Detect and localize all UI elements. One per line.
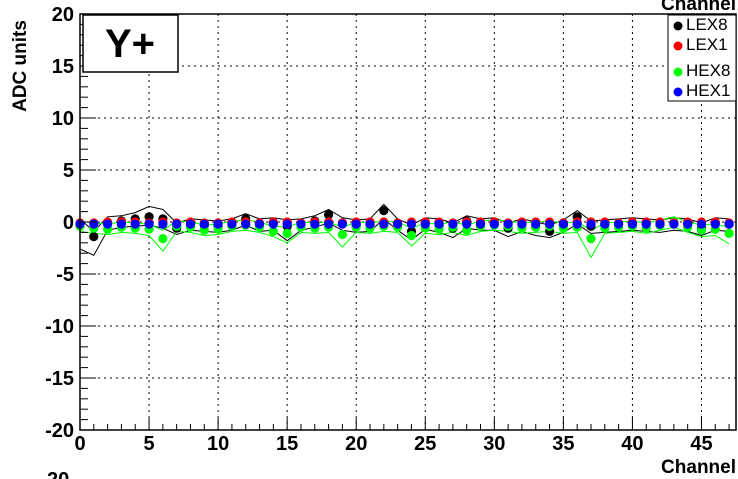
top-axis-title-fragment: Channel bbox=[661, 0, 736, 15]
point-hex1 bbox=[144, 219, 154, 229]
point-hex1 bbox=[710, 219, 720, 229]
point-hex1 bbox=[641, 219, 651, 229]
point-hex1 bbox=[586, 219, 596, 229]
point-hex1 bbox=[462, 219, 472, 229]
legend-marker-lex1 bbox=[673, 41, 683, 51]
point-hex1 bbox=[627, 219, 638, 229]
y-tick-label: -10 bbox=[45, 316, 74, 338]
y-tick-label: 0 bbox=[63, 212, 74, 234]
point-hex1 bbox=[282, 219, 292, 229]
x-tick-label: 30 bbox=[483, 433, 505, 455]
point-hex1 bbox=[448, 219, 458, 229]
point-hex1 bbox=[517, 219, 527, 229]
y-tick-label: 5 bbox=[63, 160, 74, 182]
point-hex1 bbox=[89, 219, 99, 229]
data-points bbox=[75, 206, 734, 244]
y-tick-label: -15 bbox=[45, 368, 74, 390]
legend-label-lex8: LEX8 bbox=[686, 15, 728, 34]
panel-tag-box bbox=[82, 14, 179, 73]
bottom-tick-fragment: 20 bbox=[47, 469, 69, 479]
series-hex1 bbox=[75, 219, 734, 229]
point-hex8 bbox=[406, 230, 417, 241]
point-lex8 bbox=[379, 206, 389, 216]
x-tick-label: 25 bbox=[414, 433, 436, 455]
point-hex1 bbox=[365, 219, 375, 229]
tick-labels: 0 5 10 15 20 25 30 35 40 45 -20 -15 -10 -5 0 5 10 15 20 bbox=[45, 4, 713, 455]
point-hex1 bbox=[185, 219, 196, 229]
legend-marker-hex8 bbox=[673, 67, 683, 77]
point-hex1 bbox=[420, 219, 430, 229]
point-hex1 bbox=[379, 219, 389, 229]
point-hex1 bbox=[545, 219, 555, 229]
point-hex1 bbox=[103, 219, 113, 229]
point-hex1 bbox=[503, 219, 513, 229]
point-hex1 bbox=[434, 219, 444, 229]
y-tick-label: -5 bbox=[56, 264, 74, 286]
x-tick-label: 15 bbox=[276, 433, 298, 455]
point-hex1 bbox=[489, 219, 499, 229]
legend-marker-lex8 bbox=[673, 21, 683, 31]
point-hex1 bbox=[531, 219, 541, 229]
x-tick-label: 20 bbox=[345, 433, 367, 455]
point-hex1 bbox=[724, 219, 734, 229]
point-lex8 bbox=[324, 210, 334, 220]
point-hex8 bbox=[282, 228, 292, 238]
point-hex1 bbox=[254, 219, 265, 229]
point-hex1 bbox=[351, 219, 361, 229]
x-tick-label: 35 bbox=[552, 433, 574, 455]
legend-label-hex8: HEX8 bbox=[686, 61, 730, 80]
point-hex8 bbox=[158, 234, 168, 244]
point-hex1 bbox=[296, 219, 306, 229]
point-hex1 bbox=[116, 219, 126, 229]
panel-tag: Y+ bbox=[82, 14, 179, 73]
point-hex8 bbox=[586, 234, 596, 244]
x-tick-label: 0 bbox=[74, 433, 85, 455]
point-lex8 bbox=[89, 232, 99, 242]
point-hex1 bbox=[600, 219, 610, 229]
point-hex1 bbox=[696, 219, 707, 229]
point-hex1 bbox=[655, 219, 665, 229]
point-hex1 bbox=[241, 219, 251, 229]
point-hex1 bbox=[669, 219, 679, 229]
point-hex1 bbox=[324, 219, 334, 229]
point-hex1 bbox=[572, 219, 582, 229]
y-tick-label: 10 bbox=[52, 108, 74, 130]
panel-tag-text: Y+ bbox=[105, 22, 155, 66]
envelope-lower-hex8 bbox=[79, 226, 730, 259]
legend-label-lex1: LEX1 bbox=[686, 35, 728, 54]
x-tick-label: 10 bbox=[207, 433, 229, 455]
point-hex1 bbox=[268, 219, 278, 229]
point-hex1 bbox=[558, 219, 569, 229]
point-hex1 bbox=[406, 219, 417, 229]
point-hex1 bbox=[199, 219, 209, 229]
point-hex8 bbox=[268, 226, 278, 236]
point-hex1 bbox=[337, 219, 347, 229]
point-hex1 bbox=[213, 219, 223, 229]
point-hex1 bbox=[683, 219, 693, 229]
x-tick-label: 5 bbox=[143, 433, 154, 455]
point-hex8 bbox=[724, 228, 734, 238]
point-hex1 bbox=[227, 219, 237, 229]
legend-label-hex1: HEX1 bbox=[686, 81, 730, 100]
y-tick-label: -20 bbox=[45, 420, 74, 442]
point-hex1 bbox=[393, 219, 403, 229]
point-hex1 bbox=[614, 219, 624, 229]
y-axis-title: ADC units bbox=[10, 20, 31, 112]
y-tick-label: 20 bbox=[52, 4, 74, 26]
point-hex1 bbox=[172, 219, 182, 229]
point-hex8 bbox=[337, 229, 347, 240]
x-tick-label: 40 bbox=[621, 433, 643, 455]
y-tick-label: 15 bbox=[52, 56, 74, 78]
x-tick-label: 45 bbox=[690, 433, 712, 455]
point-hex1 bbox=[130, 219, 140, 229]
legend-marker-hex1 bbox=[673, 87, 683, 97]
x-axis-title: Channel bbox=[661, 457, 736, 478]
point-hex1 bbox=[310, 219, 320, 229]
point-hex1 bbox=[158, 219, 168, 229]
point-hex1 bbox=[475, 219, 486, 229]
